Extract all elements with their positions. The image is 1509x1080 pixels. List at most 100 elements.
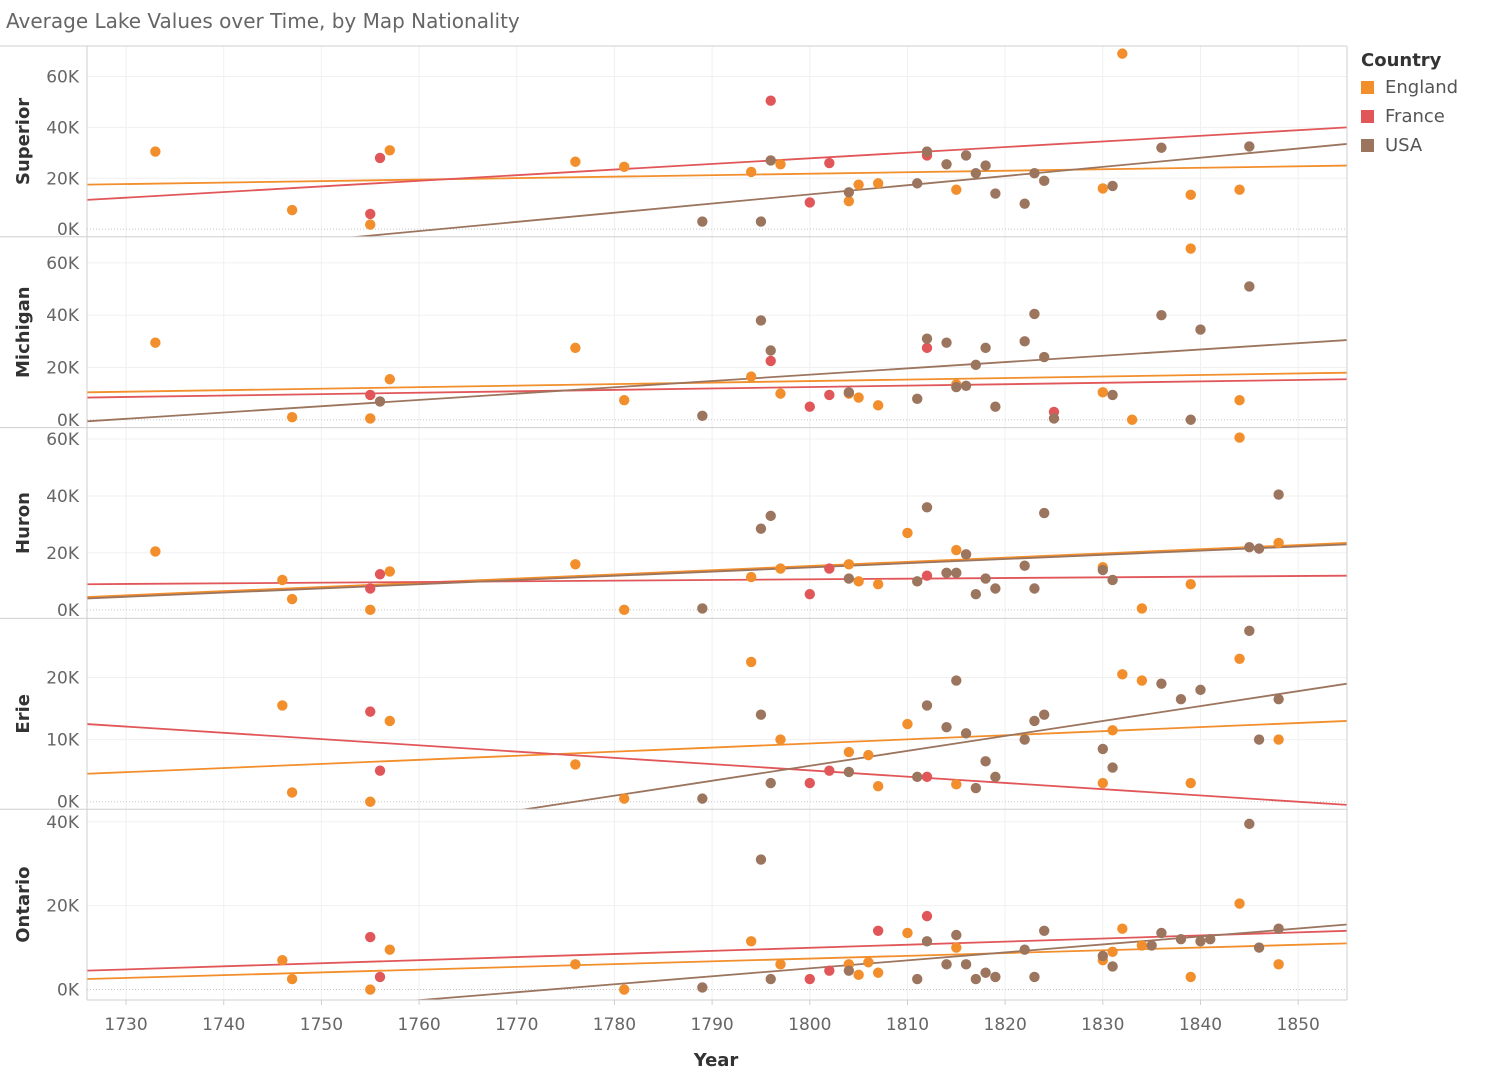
point-usa: [1175, 933, 1187, 945]
point-england: [619, 161, 630, 173]
point-england: [384, 566, 395, 577]
trend-line-usa: [520, 682, 1347, 810]
trend-lines: [87, 126, 1347, 237]
point-usa: [960, 549, 972, 560]
point-usa: [941, 337, 952, 348]
point-usa: [980, 756, 991, 767]
point-england: [1185, 243, 1196, 254]
point-usa: [1048, 413, 1060, 424]
point-england: [951, 544, 962, 556]
trend-line-france: [87, 126, 1347, 201]
point-usa: [1029, 168, 1040, 179]
y-tick-label: 40K: [46, 118, 80, 138]
point-england: [286, 973, 298, 985]
point-usa: [1253, 734, 1265, 745]
point-england: [775, 959, 786, 970]
point-england: [951, 779, 962, 790]
x-tick-label: 1800: [788, 1015, 831, 1035]
point-england: [570, 559, 581, 570]
trend-line-england: [87, 942, 1347, 980]
point-usa: [1253, 543, 1265, 554]
point-england: [1126, 414, 1138, 425]
legend-swatch-england: [1361, 81, 1374, 94]
point-england: [1234, 184, 1245, 195]
point-england: [745, 166, 757, 178]
point-france: [804, 777, 815, 789]
trend-line-usa: [87, 339, 1347, 423]
point-england: [853, 392, 864, 403]
point-england: [570, 959, 581, 970]
point-usa: [755, 216, 767, 227]
point-usa: [921, 936, 933, 947]
point-usa: [1019, 560, 1030, 571]
legend-item-usa[interactable]: USA: [1361, 131, 1458, 160]
point-england: [1273, 537, 1284, 549]
x-tick-label: 1850: [1277, 1015, 1320, 1035]
point-usa: [921, 502, 933, 513]
row-label: Huron: [13, 492, 34, 554]
point-usa: [1019, 734, 1030, 745]
point-england: [951, 942, 962, 953]
point-usa: [990, 188, 1001, 199]
x-tick-label: 1750: [300, 1015, 343, 1035]
point-england: [286, 411, 298, 423]
point-france: [365, 389, 376, 401]
point-england: [745, 571, 757, 583]
panel-superior: 0K 20K 40K 60K Superior: [13, 46, 1347, 240]
point-england: [902, 927, 913, 939]
point-england: [286, 787, 298, 798]
point-england: [277, 700, 288, 711]
x-tick-label: 1810: [886, 1015, 929, 1035]
panel-ontario: 0K 20K 40K Ontario: [0, 808, 1347, 1001]
point-england: [286, 593, 298, 605]
point-england: [863, 957, 874, 968]
y-tick-label: 20K: [46, 358, 80, 378]
point-england: [277, 954, 288, 966]
point-france: [824, 389, 835, 401]
point-england: [843, 559, 855, 570]
point-usa: [697, 603, 708, 614]
points: [150, 432, 1284, 616]
legend-item-england[interactable]: England: [1361, 73, 1458, 102]
point-usa: [697, 793, 708, 804]
point-england: [365, 413, 376, 424]
point-england: [1234, 653, 1245, 664]
point-england: [1234, 394, 1245, 406]
point-england: [863, 749, 874, 761]
point-france: [824, 965, 835, 976]
panel-huron: 0K 20K 40K 60K Huron: [0, 427, 1347, 621]
x-tick-label: 1820: [984, 1015, 1027, 1035]
point-usa: [1107, 961, 1118, 972]
point-usa: [1039, 507, 1050, 519]
point-usa: [1029, 308, 1040, 320]
point-usa: [843, 766, 855, 778]
legend-item-france[interactable]: France: [1361, 102, 1458, 131]
point-england: [286, 204, 298, 216]
trend-line-england: [87, 371, 1347, 394]
point-england: [872, 178, 884, 189]
point-usa: [374, 396, 386, 407]
point-usa: [1029, 715, 1040, 727]
point-usa: [1097, 950, 1109, 962]
point-usa: [1039, 351, 1050, 363]
y-tick-label: 20K: [46, 544, 80, 564]
chart-title: Average Lake Values over Time, by Map Na…: [6, 9, 520, 33]
point-usa: [960, 380, 972, 391]
point-france: [921, 342, 933, 354]
point-usa: [1156, 142, 1167, 153]
point-france: [365, 706, 376, 717]
point-england: [1117, 669, 1128, 680]
point-england: [1185, 189, 1196, 201]
point-france: [374, 152, 386, 164]
point-usa: [941, 721, 952, 733]
point-england: [843, 195, 855, 207]
point-england: [872, 579, 884, 590]
point-england: [619, 604, 630, 616]
point-france: [374, 971, 386, 983]
point-usa: [1244, 625, 1255, 637]
point-usa: [1107, 762, 1118, 773]
y-tick-label: 60K: [46, 430, 80, 450]
point-usa: [1185, 414, 1196, 425]
point-usa: [912, 178, 923, 189]
